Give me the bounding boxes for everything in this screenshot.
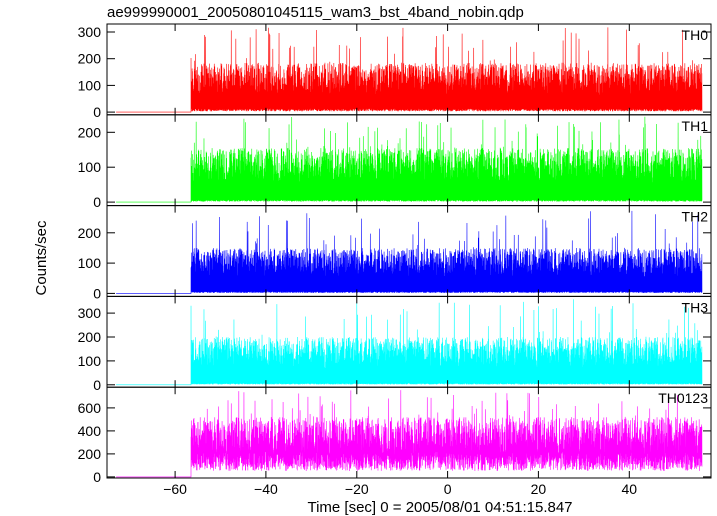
x-tick-label: −40	[254, 481, 278, 497]
y-tick-label: 100	[78, 77, 102, 93]
y-tick-label: 100	[78, 159, 102, 175]
y-tick-label: 200	[78, 446, 102, 462]
series-label-th1: TH1	[682, 118, 709, 134]
series-trace-th1	[116, 116, 703, 203]
series-label-th0123: TH0123	[658, 390, 708, 406]
y-tick-label: 200	[78, 329, 102, 345]
y-axis-label: Counts/sec	[33, 220, 50, 296]
series-trace-th2	[116, 210, 703, 294]
y-tick-label: 600	[78, 400, 102, 416]
y-tick-label: 200	[78, 124, 102, 140]
x-axis-label: Time [sec] 0 = 2005/08/01 04:51:15.847	[307, 499, 572, 516]
x-tick-label: −20	[345, 481, 369, 497]
y-tick-label: 0	[93, 469, 101, 485]
x-tick-label: −60	[163, 481, 187, 497]
panels: TH00100200300TH10100200TH20100200TH30100…	[78, 23, 712, 497]
y-tick-label: 0	[93, 377, 101, 393]
chart-title: ae999990001_20050801045115_wam3_bst_4ban…	[107, 4, 524, 21]
y-tick-label: 0	[93, 285, 101, 301]
series-trace-th0123	[116, 390, 703, 478]
series-trace-th3	[116, 299, 703, 386]
y-tick-label: 100	[78, 353, 102, 369]
panel-frame-th0123	[106, 386, 712, 479]
series-trace-th0	[116, 27, 703, 113]
y-tick-label: 300	[78, 24, 102, 40]
series-label-th3: TH3	[682, 299, 709, 315]
y-tick-label: 400	[78, 423, 102, 439]
y-tick-label: 0	[93, 194, 101, 210]
y-tick-label: 100	[78, 255, 102, 271]
y-tick-label: 300	[78, 305, 102, 321]
series-label-th2: TH2	[682, 209, 709, 225]
x-tick-label: 0	[444, 481, 452, 497]
x-tick-label: 20	[531, 481, 547, 497]
series-label-th0: TH0	[682, 27, 709, 43]
y-tick-label: 0	[93, 104, 101, 120]
y-tick-label: 200	[78, 51, 102, 67]
y-tick-label: 200	[78, 225, 102, 241]
x-tick-label: 40	[622, 481, 638, 497]
